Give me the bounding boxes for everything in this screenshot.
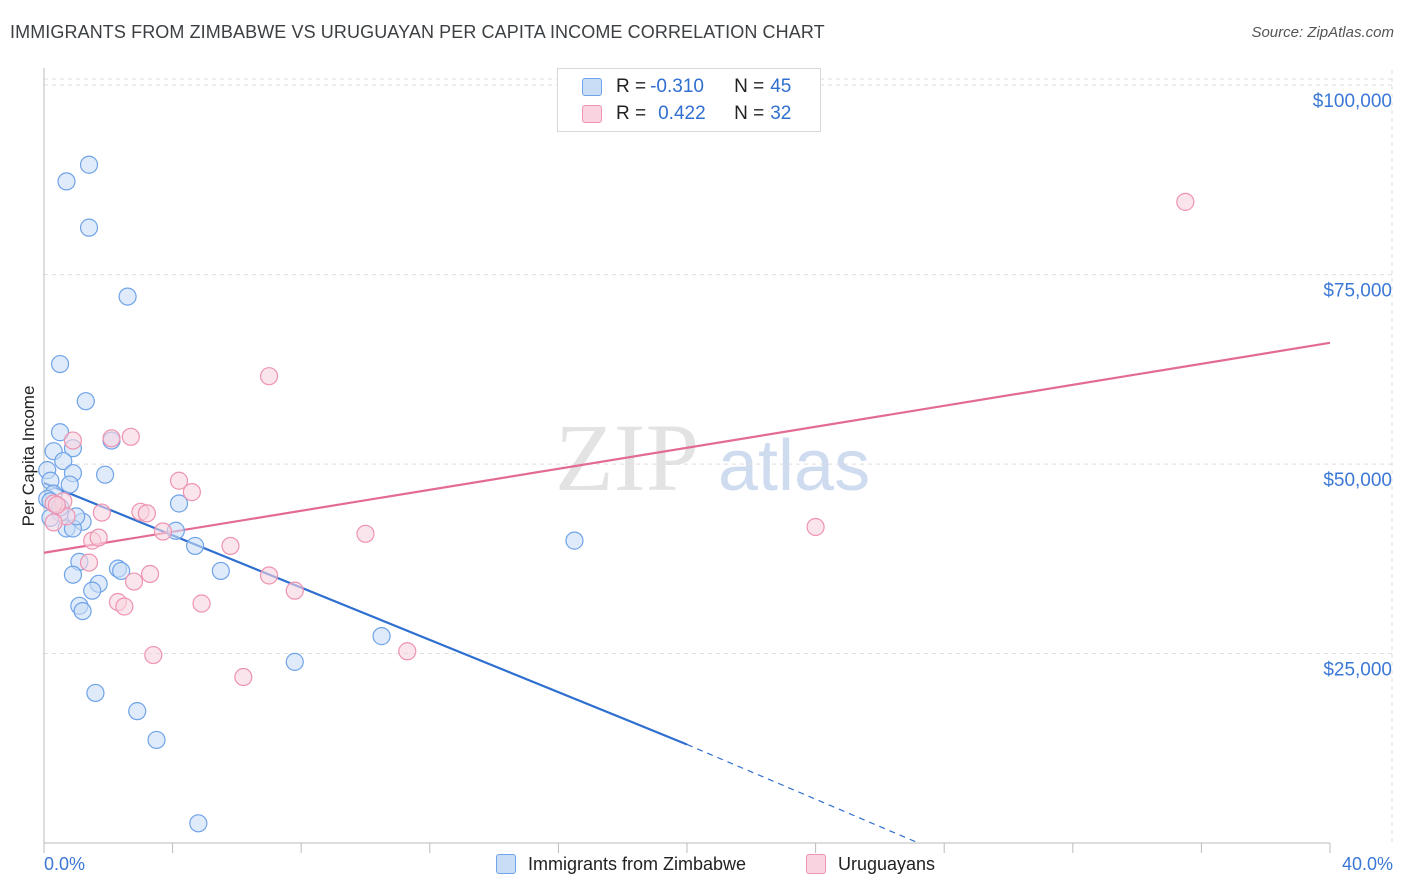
legend-r-value: 0.422 — [658, 103, 706, 124]
point-zimbabwe — [76, 392, 95, 411]
point-uruguayans — [169, 471, 189, 490]
point-uruguayans — [47, 495, 66, 515]
data-points — [38, 155, 1195, 833]
point-zimbabwe — [147, 730, 166, 750]
point-uruguayans — [259, 367, 279, 386]
point-uruguayans — [89, 528, 108, 547]
point-uruguayans — [1176, 192, 1195, 211]
point-uruguayans — [153, 522, 173, 541]
point-zimbabwe — [50, 423, 70, 442]
point-zimbabwe — [79, 218, 99, 237]
point-uruguayans — [234, 667, 253, 687]
point-uruguayans — [144, 645, 163, 665]
legend-row-uruguayans: R = 0.422 N = 32 — [582, 101, 791, 127]
point-uruguayans — [63, 431, 83, 450]
y-tick-label: $50,000 — [1323, 470, 1392, 491]
point-zimbabwe — [189, 814, 208, 833]
point-uruguayans — [806, 517, 825, 537]
point-zimbabwe — [50, 354, 70, 374]
point-uruguayans — [192, 594, 211, 613]
correlation-legend: R = -0.310 N = 45 R = 0.422 N = 32 — [557, 68, 821, 132]
point-uruguayans — [356, 524, 375, 543]
point-zimbabwe — [112, 561, 131, 581]
point-uruguayans — [140, 564, 160, 584]
point-zimbabwe — [118, 287, 137, 306]
axes — [43, 68, 1331, 853]
point-zimbabwe — [186, 536, 205, 556]
legend-r-label: R = — [616, 103, 647, 124]
point-zimbabwe — [79, 155, 99, 174]
legend-n-label: N = — [734, 76, 765, 97]
watermark: ZIP atlas — [555, 404, 870, 511]
point-zimbabwe — [60, 475, 79, 494]
legend-swatch-blue — [582, 78, 602, 96]
legend-r-label: R = — [616, 76, 647, 97]
point-zimbabwe — [169, 494, 189, 513]
source-label: Source: ZipAtlas.com — [1251, 24, 1394, 41]
point-zimbabwe — [95, 465, 115, 484]
point-zimbabwe — [83, 581, 102, 600]
legend-swatch-pink — [582, 105, 602, 123]
legend-n-value: 45 — [770, 76, 792, 97]
x-tick-label-max: 40.0% — [1342, 854, 1393, 874]
point-uruguayans — [102, 429, 121, 448]
bottom-legend-label-uruguayans: Uruguayans — [838, 853, 936, 874]
point-uruguayans — [124, 572, 144, 591]
point-zimbabwe — [73, 601, 92, 621]
trend-line-zimbabwe — [43, 482, 688, 746]
point-uruguayans — [115, 597, 134, 616]
point-uruguayans — [44, 513, 63, 532]
trend-line-uruguayans — [43, 341, 1331, 554]
point-uruguayans — [398, 642, 417, 661]
trend-line-zimbabwe-extrapolated — [686, 743, 919, 844]
point-zimbabwe — [285, 652, 304, 671]
point-uruguayans — [137, 504, 156, 523]
point-zimbabwe — [54, 451, 73, 471]
point-zimbabwe — [57, 172, 76, 191]
point-uruguayans — [285, 581, 304, 600]
point-zimbabwe — [565, 531, 584, 550]
point-zimbabwe — [63, 565, 83, 584]
chart-title: IMMIGRANTS FROM ZIMBABWE VS URUGUAYAN PE… — [10, 22, 825, 42]
y-tick-label: $25,000 — [1323, 660, 1392, 681]
y-tick-label: $75,000 — [1323, 281, 1392, 302]
bottom-legend-zimbabwe: Immigrants from Zimbabwe — [496, 851, 746, 877]
y-axis-title: Per Capita Income — [19, 386, 38, 527]
point-zimbabwe — [211, 561, 230, 581]
axis-labels: $25,000 $50,000 $75,000 $100,000 0.0% 40.0% Pe… — [19, 91, 1393, 874]
point-uruguayans — [92, 503, 111, 522]
legend-row-zimbabwe: R = -0.310 N = 45 — [582, 74, 791, 100]
bottom-legend-uruguayans: Uruguayans — [806, 851, 935, 877]
point-uruguayans — [221, 536, 240, 556]
x-tick-label-min: 0.0% — [44, 854, 85, 874]
point-uruguayans — [259, 566, 279, 585]
point-zimbabwe — [128, 702, 147, 721]
legend-n-label: N = — [734, 103, 765, 124]
legend-n-value: 32 — [770, 103, 792, 124]
point-uruguayans — [79, 553, 99, 572]
point-zimbabwe — [86, 683, 105, 703]
bottom-legend-label-zimbabwe: Immigrants from Zimbabwe — [528, 853, 747, 874]
y-tick-label: $100,000 — [1313, 91, 1392, 112]
point-uruguayans — [121, 427, 140, 446]
point-zimbabwe — [372, 627, 391, 646]
legend-r-value: -0.310 — [650, 76, 704, 97]
bottom-swatch-pink — [806, 854, 826, 874]
point-uruguayans — [182, 483, 201, 502]
trend-lines — [43, 341, 1331, 844]
bottom-swatch-blue — [496, 854, 516, 874]
